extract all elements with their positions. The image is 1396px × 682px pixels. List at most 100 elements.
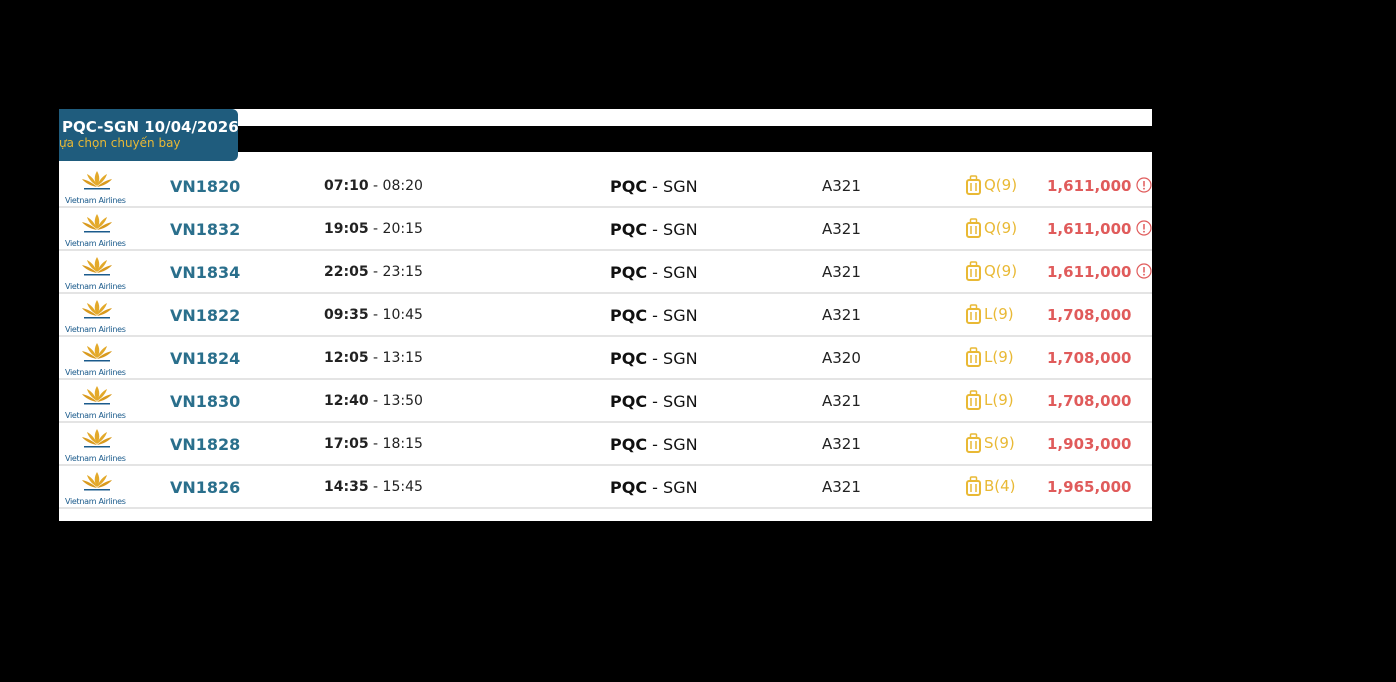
airline: Vietnam Airlines [59, 341, 129, 377]
alert [1136, 263, 1152, 283]
aircraft: A321 [822, 478, 861, 496]
arrival-time: - 23:15 [373, 264, 423, 280]
price[interactable]: 1,965,000 [1047, 478, 1132, 496]
origin: PQC [610, 349, 648, 368]
airline-logo [82, 429, 112, 448]
arrival-time: - 18:15 [373, 436, 423, 452]
departure-time: 14:35 [324, 479, 369, 495]
top-strip [59, 109, 1152, 126]
origin: PQC [610, 177, 648, 196]
aircraft: A321 [822, 220, 861, 238]
flight-number: VN1830 [170, 392, 241, 411]
airline-name: Vietnam Airlines [65, 282, 126, 291]
flight-number: VN1832 [170, 220, 241, 239]
flight-number: VN1820 [170, 177, 241, 196]
airline-logo [82, 472, 112, 491]
baggage-icon [966, 261, 981, 281]
flight-row[interactable]: Vietnam Airlines VN1820 07:10 - 08:20 PQC -… [59, 165, 1152, 208]
fare-class: S(9) [966, 433, 1015, 453]
airline-logo [82, 214, 112, 233]
times: 14:35 - 15:45 [324, 479, 423, 495]
departure-time: 17:05 [324, 436, 369, 452]
fare-class-text: Q(9) [984, 219, 1018, 237]
alert [1136, 220, 1152, 240]
destination: - SGN [652, 220, 698, 239]
flight-row[interactable]: Vietnam Airlines VN1826 14:35 - 15:45 PQC -… [59, 466, 1152, 509]
price[interactable]: 1,708,000 [1047, 306, 1132, 324]
flight-row[interactable]: Vietnam Airlines VN1830 12:40 - 13:50 PQC -… [59, 380, 1152, 423]
arrival-time: - 15:45 [373, 479, 423, 495]
price[interactable]: 1,611,000 [1047, 177, 1132, 195]
fare-class-text: L(9) [984, 305, 1014, 323]
airline: Vietnam Airlines [59, 255, 129, 291]
airline-logo [82, 386, 112, 405]
origin: PQC [610, 306, 648, 325]
airline: Vietnam Airlines [59, 384, 129, 420]
baggage-icon [966, 218, 981, 238]
airline: Vietnam Airlines [59, 427, 129, 463]
times: 07:10 - 08:20 [324, 178, 423, 194]
price[interactable]: 1,611,000 [1047, 220, 1132, 238]
flight-number: VN1824 [170, 349, 241, 368]
baggage-icon [966, 175, 981, 195]
fare-class-text: Q(9) [984, 262, 1018, 280]
departure-time: 12:05 [324, 350, 369, 366]
origin: PQC [610, 263, 648, 282]
alert-icon[interactable] [1136, 263, 1152, 279]
alert [1136, 177, 1152, 197]
times: 12:05 - 13:15 [324, 350, 423, 366]
fare-class: L(9) [966, 304, 1014, 324]
flight-number: VN1834 [170, 263, 241, 282]
airline-name: Vietnam Airlines [65, 196, 126, 205]
flight-row[interactable]: Vietnam Airlines VN1824 12:05 - 13:15 PQC -… [59, 337, 1152, 380]
route: PQC - SGN [610, 306, 698, 325]
fare-class: Q(9) [966, 218, 1017, 238]
arrival-time: - 13:50 [373, 393, 423, 409]
departure-time: 09:35 [324, 307, 369, 323]
origin: PQC [610, 478, 648, 497]
airline-name: Vietnam Airlines [65, 454, 126, 463]
baggage-icon [966, 476, 981, 496]
departure-time: 22:05 [324, 264, 369, 280]
airline-name: Vietnam Airlines [65, 411, 126, 420]
airline-name: Vietnam Airlines [65, 239, 126, 248]
arrival-time: - 10:45 [373, 307, 423, 323]
flight-row[interactable]: Vietnam Airlines VN1828 17:05 - 18:15 PQC -… [59, 423, 1152, 466]
destination: - SGN [652, 349, 698, 368]
aircraft: A320 [822, 349, 861, 367]
origin: PQC [610, 392, 648, 411]
price[interactable]: 1,903,000 [1047, 435, 1132, 453]
destination: - SGN [652, 392, 698, 411]
times: 19:05 - 20:15 [324, 221, 423, 237]
destination: - SGN [652, 478, 698, 497]
route: PQC - SGN [610, 263, 698, 282]
airline-logo [82, 300, 112, 319]
baggage-icon [966, 390, 981, 410]
fare-class-text: S(9) [984, 434, 1015, 452]
airline: Vietnam Airlines [59, 169, 129, 205]
flight-row[interactable]: Vietnam Airlines VN1832 19:05 - 20:15 PQC -… [59, 208, 1152, 251]
aircraft: A321 [822, 392, 861, 410]
arrival-time: - 20:15 [373, 221, 423, 237]
airline: Vietnam Airlines [59, 298, 129, 334]
alert-icon[interactable] [1136, 220, 1152, 236]
origin: PQC [610, 435, 648, 454]
price[interactable]: 1,611,000 [1047, 263, 1132, 281]
departure-time: 07:10 [324, 178, 369, 194]
price[interactable]: 1,708,000 [1047, 349, 1132, 367]
airline-name: Vietnam Airlines [65, 368, 126, 377]
flight-row[interactable]: Vietnam Airlines VN1834 22:05 - 23:15 PQC -… [59, 251, 1152, 294]
destination: - SGN [652, 177, 698, 196]
destination: - SGN [652, 435, 698, 454]
route-tab[interactable]: PQC-SGN 10/04/2026 ựa chọn chuyến bay [59, 109, 238, 161]
flight-row[interactable]: Vietnam Airlines VN1822 09:35 - 10:45 PQC -… [59, 294, 1152, 337]
alert-icon[interactable] [1136, 177, 1152, 193]
baggage-icon [966, 433, 981, 453]
airline: Vietnam Airlines [59, 212, 129, 248]
price[interactable]: 1,708,000 [1047, 392, 1132, 410]
arrival-time: - 08:20 [373, 178, 423, 194]
aircraft: A321 [822, 177, 861, 195]
fare-class: Q(9) [966, 261, 1017, 281]
aircraft: A321 [822, 263, 861, 281]
